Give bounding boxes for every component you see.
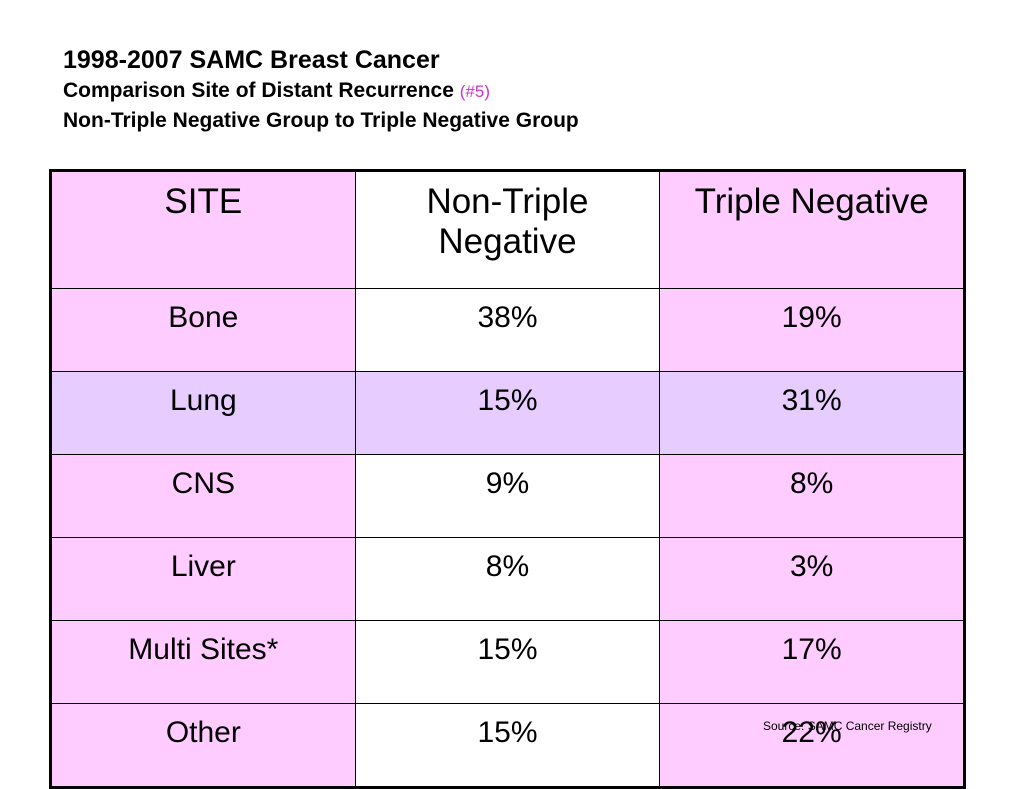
title-comparison: Non-Triple Negative Group to Triple Nega… (63, 109, 579, 132)
source-note: Source: SAMC Cancer Registry (763, 719, 932, 733)
table-row: Multi Sites* 15% 17% (50, 620, 965, 704)
cell-triple: 19% (659, 288, 965, 372)
cell-non-triple: 15% (354, 371, 661, 455)
title-main: 1998-2007 SAMC Breast Cancer (63, 46, 440, 74)
table-row: Lung 15% 31% (50, 371, 965, 455)
cell-site: Lung (50, 371, 356, 455)
table-row: Bone 38% 19% (50, 288, 965, 372)
cell-triple: 3% (659, 537, 965, 621)
cell-non-triple: 15% (354, 703, 661, 788)
cell-triple: 31% (659, 371, 965, 455)
table-row: CNS 9% 8% (50, 454, 965, 538)
table-header-row: SITE Non-Triple Negative Triple Negative (50, 170, 965, 289)
title-subtitle: Comparison Site of Distant Recurrence (#… (63, 80, 579, 101)
cell-non-triple: 8% (354, 537, 661, 621)
cell-non-triple: 38% (354, 288, 661, 372)
cell-triple: 22% (659, 703, 965, 788)
header-triple-negative: Triple Negative (659, 170, 965, 289)
cell-site: Multi Sites* (50, 620, 356, 704)
table-row: Other 15% 22% (50, 703, 965, 788)
cell-site: CNS (50, 454, 356, 538)
cell-non-triple: 9% (354, 454, 661, 538)
cell-site: Liver (50, 537, 356, 621)
cell-non-triple: 15% (354, 620, 661, 704)
title-reference: (#5) (459, 82, 490, 101)
cell-triple: 17% (659, 620, 965, 704)
title-subtitle-text: Comparison Site of Distant Recurrence (63, 79, 454, 102)
cell-triple: 8% (659, 454, 965, 538)
table-row: Liver 8% 3% (50, 537, 965, 621)
cell-site: Bone (50, 288, 356, 372)
recurrence-table: SITE Non-Triple Negative Triple Negative… (49, 169, 966, 789)
cell-site: Other (50, 703, 356, 788)
slide-title: 1998-2007 SAMC Breast Cancer Comparison … (63, 46, 579, 132)
header-non-triple-negative: Non-Triple Negative (354, 170, 661, 289)
header-site: SITE (50, 170, 356, 289)
